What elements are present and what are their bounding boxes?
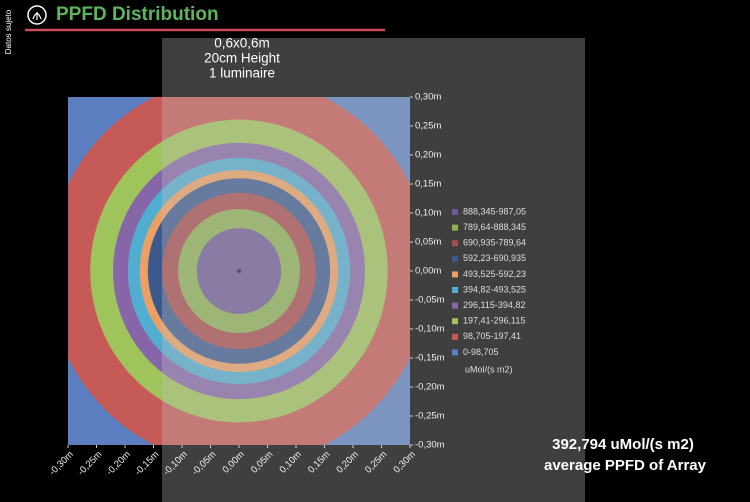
subtitle-line: 20cm Height bbox=[204, 51, 280, 66]
y-tick-label: -0,25m bbox=[415, 411, 445, 422]
legend-title: uMol/(s m2) bbox=[465, 364, 513, 374]
y-tick-label: -0,05m bbox=[415, 295, 445, 306]
logo-mark bbox=[32, 12, 42, 20]
legend-label: 98,705-197,41 bbox=[463, 331, 521, 341]
chart-title: PPFD Distribution bbox=[56, 4, 219, 25]
legend-swatch bbox=[452, 255, 458, 262]
y-tick-label: -0,30m bbox=[415, 440, 445, 451]
y-tick-label: 0,00m bbox=[415, 266, 441, 277]
x-tick-label: -0,25m bbox=[76, 449, 105, 478]
side-note: Datos sujeto bbox=[4, 9, 13, 54]
y-tick-label: 0,20m bbox=[415, 150, 441, 161]
legend-label: 493,525-592,23 bbox=[463, 269, 526, 279]
y-tick-label: 0,15m bbox=[415, 179, 441, 190]
y-tick-label: 0,25m bbox=[415, 121, 441, 132]
legend-swatch bbox=[452, 224, 458, 231]
legend-swatch bbox=[452, 240, 458, 247]
legend-label: 690,935-789,64 bbox=[463, 238, 526, 248]
legend-swatch bbox=[452, 287, 458, 293]
y-tick-label: -0,10m bbox=[415, 324, 445, 335]
y-tick-label: 0,05m bbox=[415, 237, 441, 248]
x-tick-label: -0,20m bbox=[104, 449, 133, 478]
center-dot bbox=[237, 269, 241, 273]
legend-swatch bbox=[452, 302, 458, 309]
legend-label: 0-98,705 bbox=[463, 347, 499, 357]
subtitle-line: 1 luminaire bbox=[209, 66, 275, 81]
legend-label: 592,23-690,935 bbox=[463, 253, 526, 263]
legend-label: 789,64-888,345 bbox=[463, 222, 526, 232]
x-tick-label: -0,30m bbox=[47, 449, 76, 478]
legend-swatch bbox=[452, 271, 458, 278]
average-caption: average PPFD of Array bbox=[544, 457, 707, 474]
legend-swatch bbox=[452, 333, 458, 340]
legend-label: 394,82-493,525 bbox=[463, 284, 526, 294]
subtitle-line: 0,6x0,6m bbox=[214, 36, 270, 51]
y-tick-label: 0,10m bbox=[415, 208, 441, 219]
legend-swatch bbox=[452, 209, 458, 215]
x-tick-label: -0,15m bbox=[133, 449, 162, 478]
y-tick-label: 0,30m bbox=[415, 92, 441, 103]
average-value: 392,794 uMol/(s m2) bbox=[552, 436, 694, 453]
logo bbox=[27, 5, 47, 25]
legend-swatch bbox=[452, 349, 458, 356]
y-tick-label: -0,15m bbox=[415, 353, 445, 364]
overlay-panel bbox=[162, 38, 585, 502]
legend-label: 197,41-296,115 bbox=[463, 316, 525, 326]
legend-label: 296,115-394,82 bbox=[463, 300, 525, 310]
legend-swatch bbox=[452, 318, 458, 325]
y-tick-label: -0,20m bbox=[415, 382, 445, 393]
legend-label: 888,345-987,05 bbox=[463, 206, 526, 216]
